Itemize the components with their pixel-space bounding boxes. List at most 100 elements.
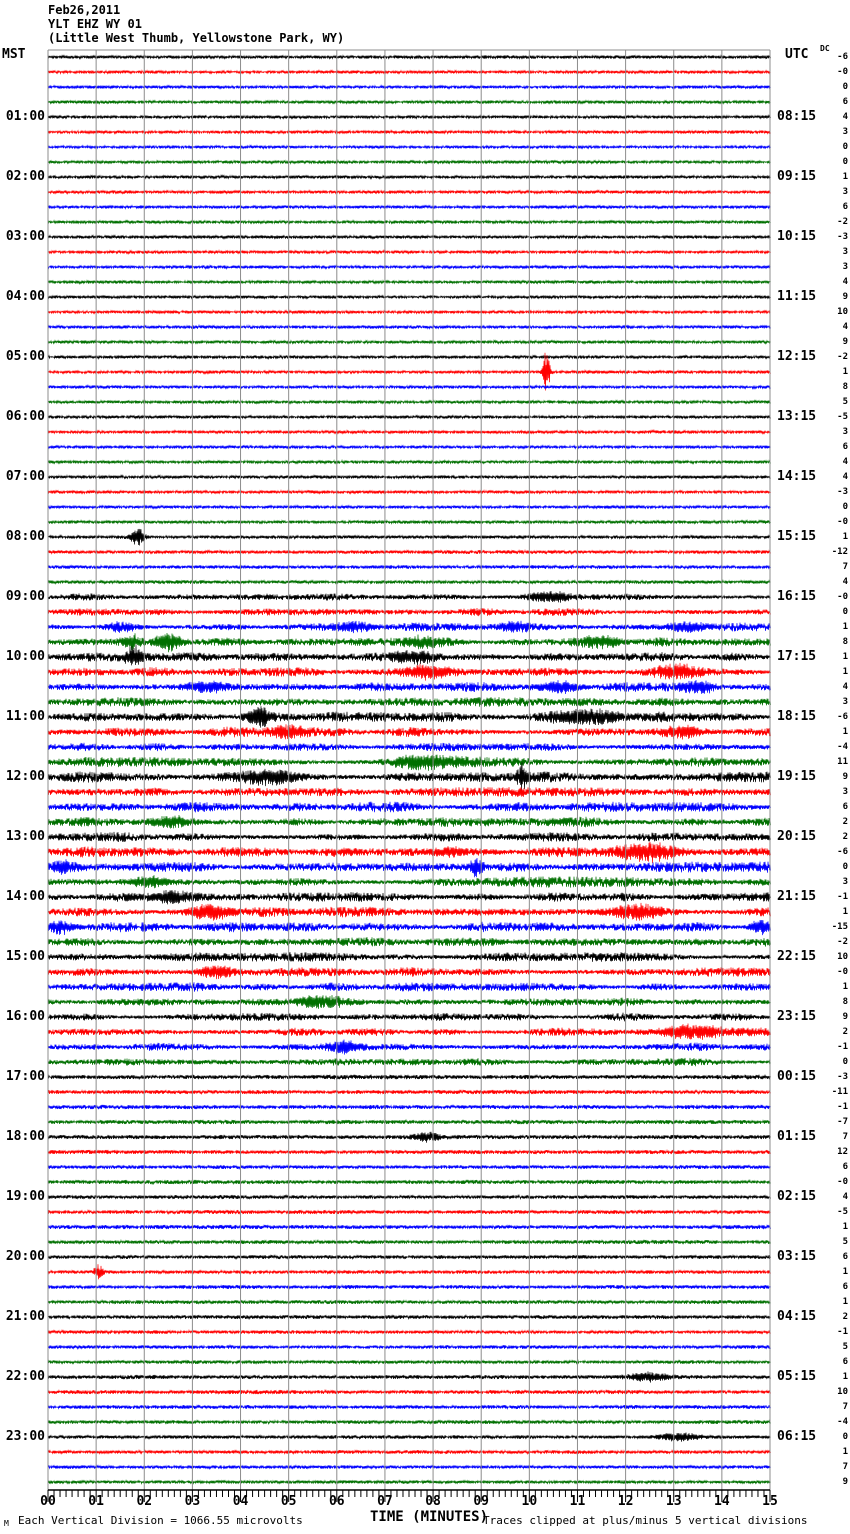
seismic-trace-row-39	[47, 632, 771, 653]
mst-hour-label: 23:00	[5, 1429, 45, 1444]
mst-hour-label: 01:00	[5, 109, 45, 124]
dc-offset-value: 4	[842, 277, 848, 287]
seismic-trace-row-49	[47, 787, 771, 797]
mst-hour-label: 12:00	[5, 769, 45, 784]
dc-offset-value: 1	[842, 652, 848, 662]
dc-offset-value: -7	[837, 1117, 848, 1127]
seismic-trace-row-64	[47, 1012, 771, 1022]
x-axis-tick-label: 11	[569, 1494, 586, 1509]
mst-hour-label: 22:00	[5, 1369, 45, 1384]
dc-offset-value: -3	[837, 232, 848, 242]
seismic-trace-row-81	[47, 1264, 771, 1280]
mst-hour-label: 07:00	[5, 469, 45, 484]
seismic-trace-row-76	[47, 1193, 771, 1200]
seismic-trace-row-89	[47, 1388, 771, 1395]
utc-quarter-label: 12:15	[777, 349, 817, 364]
seismic-trace-row-79	[47, 1238, 771, 1245]
dc-offset-value: 8	[842, 997, 848, 1007]
dc-offset-value: 4	[842, 457, 848, 467]
x-axis-tick-label: 04	[232, 1494, 249, 1509]
dc-offset-value: -0	[837, 517, 848, 527]
mst-hour-label: 19:00	[5, 1189, 45, 1204]
utc-quarter-label: 09:15	[777, 169, 817, 184]
utc-quarter-label: 18:15	[777, 709, 817, 724]
dc-offset-value: -11	[831, 1087, 848, 1097]
x-axis-tick-label: 07	[377, 1494, 393, 1509]
mst-hour-label: 15:00	[5, 949, 45, 964]
mst-hour-label: 18:00	[5, 1129, 45, 1144]
seismic-trace-row-7	[47, 159, 771, 165]
utc-quarter-label: 17:15	[777, 649, 817, 664]
dc-offset-value: 0	[842, 502, 848, 512]
dc-offset-value: 7	[842, 562, 848, 572]
x-axis-tick-label: 00	[40, 1494, 56, 1509]
utc-quarter-label: 01:15	[777, 1129, 817, 1144]
dc-offset-value: 0	[842, 142, 848, 152]
seismic-trace-row-1	[47, 69, 771, 75]
seismic-trace-row-71	[47, 1118, 771, 1126]
seismic-trace-row-43	[47, 697, 771, 707]
seismic-trace-row-60	[47, 952, 771, 962]
utc-quarter-label: 16:15	[777, 589, 817, 604]
dc-offset-value: -6	[837, 52, 848, 62]
dc-offset-value: 3	[842, 262, 848, 272]
dc-offset-value: 6	[842, 202, 848, 212]
seismic-trace-row-69	[47, 1088, 771, 1096]
seismic-trace-row-33	[47, 549, 771, 555]
seismic-trace-row-18	[47, 323, 771, 330]
seismic-trace-row-67	[47, 1057, 771, 1067]
header-station-code: YLT EHZ WY 01	[48, 17, 142, 31]
utc-quarter-label: 19:15	[777, 769, 817, 784]
dc-offset-value: 6	[842, 97, 848, 107]
dc-offset-value: 1	[842, 727, 848, 737]
seismic-trace-row-12	[47, 234, 771, 240]
dc-offset-value: -12	[831, 547, 848, 557]
seismic-trace-row-52	[47, 831, 771, 843]
dc-offset-value: 7	[842, 1462, 848, 1472]
seismic-trace-row-48	[47, 762, 771, 791]
dc-offset-value: -1	[837, 892, 848, 902]
dc-offset-value: -6	[837, 847, 848, 857]
mst-hour-label: 10:00	[5, 649, 45, 664]
seismic-trace-row-23	[47, 399, 771, 405]
seismic-trace-row-54	[47, 857, 771, 878]
seismic-trace-row-13	[47, 249, 771, 255]
dc-offset-value: 2	[842, 832, 848, 842]
x-axis-tick-label: 06	[328, 1494, 345, 1509]
dc-offset-value: 7	[842, 1132, 848, 1142]
seismic-trace-row-53	[47, 841, 771, 864]
seismic-trace-row-70	[47, 1104, 771, 1110]
dc-offset-value: 2	[842, 1027, 848, 1037]
dc-offset-value: 1	[842, 1222, 848, 1232]
x-axis-tick-label: 12	[617, 1494, 634, 1509]
dc-offset-value: 4	[842, 322, 848, 332]
dc-offset-value: 3	[842, 127, 848, 137]
seismic-trace-row-16	[47, 294, 771, 300]
seismic-trace-row-47	[47, 754, 771, 771]
dc-offset-value: 10	[837, 952, 848, 962]
seismic-trace-row-4	[47, 114, 771, 120]
seismic-trace-row-56	[47, 889, 771, 905]
dc-offset-value: 6	[842, 1162, 848, 1172]
seismic-trace-row-93	[47, 1448, 771, 1456]
seismic-trace-row-41	[47, 662, 771, 681]
dc-offset-value: 0	[842, 82, 848, 92]
seismic-trace-row-83	[47, 1299, 771, 1305]
dc-offset-column-label: DC	[820, 44, 830, 53]
utc-quarter-label: 04:15	[777, 1309, 817, 1324]
utc-quarter-label: 02:15	[777, 1189, 817, 1204]
dc-offset-value: -2	[837, 217, 848, 227]
dc-offset-value: 6	[842, 1282, 848, 1292]
seismic-trace-row-29	[47, 489, 771, 495]
seismic-trace-row-46	[47, 742, 771, 752]
seismic-trace-row-68	[47, 1073, 771, 1081]
mst-hour-label: 11:00	[5, 709, 45, 724]
seismic-trace-row-63	[47, 995, 771, 1009]
clipping-note: Traces clipped at plus/minus 5 vertical …	[483, 1514, 808, 1527]
dc-offset-value: -1	[837, 1042, 848, 1052]
seismic-trace-row-28	[47, 474, 771, 480]
dc-offset-value: 1	[842, 1372, 848, 1382]
dc-offset-value: 6	[842, 802, 848, 812]
dc-offset-value: 3	[842, 697, 848, 707]
